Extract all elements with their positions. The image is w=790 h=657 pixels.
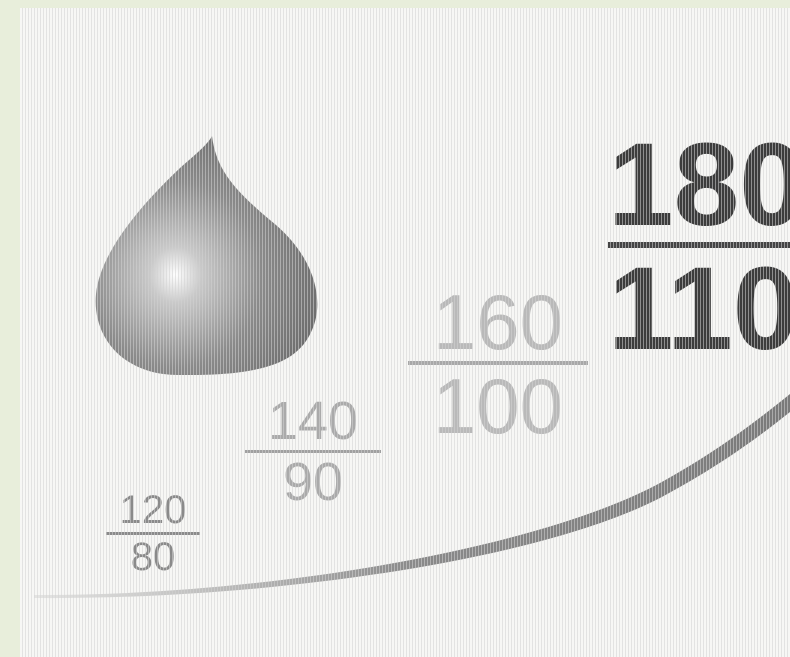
blood-pressure-illustration: 120 80 140 90 160 100 180 110 xyxy=(20,8,790,657)
blood-drop-icon xyxy=(95,136,318,376)
rising-curve xyxy=(34,394,790,599)
illustration-graphics xyxy=(34,136,790,599)
